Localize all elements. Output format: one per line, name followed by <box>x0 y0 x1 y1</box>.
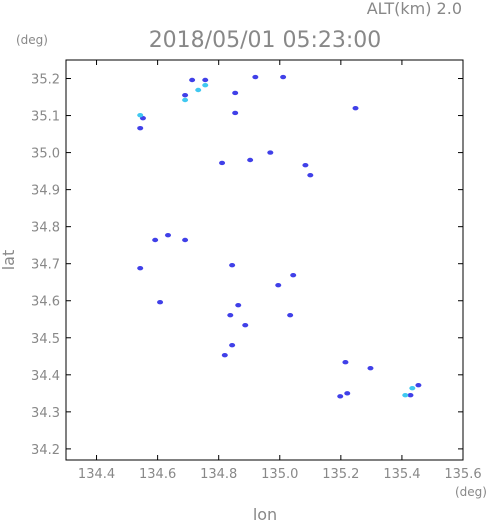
x-axis-label: lon <box>253 505 277 521</box>
y-tick-label: 35.1 <box>31 110 60 125</box>
echo-cell <box>182 97 189 103</box>
x-tick-label: 135.2 <box>322 467 359 482</box>
x-tick-label: 134.4 <box>78 467 115 482</box>
echo-cell <box>164 232 171 238</box>
echo-cell <box>280 74 287 80</box>
echo-cell <box>287 312 294 318</box>
echo-cell <box>235 302 242 308</box>
y-tick-label: 34.7 <box>31 258 60 273</box>
x-tick-label: 134.6 <box>139 467 176 482</box>
echo-cell <box>202 82 209 88</box>
echo-cell <box>252 74 259 80</box>
x-tick-label: 135.4 <box>383 467 420 482</box>
echo-cell <box>229 262 236 268</box>
echo-cell <box>232 90 239 96</box>
echo-cell <box>352 105 359 111</box>
echo-cell <box>247 157 254 163</box>
echo-cell <box>407 392 414 398</box>
y-tick-label: 34.2 <box>31 443 60 458</box>
y-tick-label: 34.9 <box>31 184 60 199</box>
echo-cell <box>337 394 344 399</box>
y-axis-label: lat <box>0 250 18 271</box>
y-tick-label: 35.2 <box>31 73 60 88</box>
echo-cell <box>221 352 228 358</box>
echo-cell <box>182 92 189 98</box>
echo-cell <box>342 360 349 365</box>
chart-subtitle: ALT(km) 2.0 <box>367 0 462 18</box>
plot-frame <box>65 59 464 461</box>
chart-title: 2018/05/01 05:23:00 <box>149 28 382 53</box>
x-unit: (deg) <box>455 485 487 499</box>
echo-cell <box>232 110 239 116</box>
echo-cell <box>195 87 202 93</box>
echo-cell <box>157 300 164 305</box>
echo-cell <box>137 125 144 131</box>
x-tick-label: 135.6 <box>444 467 481 482</box>
y-unit: (deg) <box>16 33 48 47</box>
echo-cell <box>344 391 351 396</box>
y-tick-label: 34.6 <box>31 295 60 310</box>
echo-cell <box>202 77 209 83</box>
echo-cell <box>137 265 144 271</box>
echo-cell <box>229 342 236 348</box>
echo-cell <box>152 237 159 243</box>
y-tick-label: 34.4 <box>31 369 60 384</box>
echo-cell <box>290 272 297 278</box>
echo-cell <box>302 162 309 168</box>
echo-cell <box>409 385 416 391</box>
echo-cell <box>402 392 409 398</box>
echo-cell <box>219 160 226 166</box>
echo-cell <box>189 77 196 83</box>
x-tick-label: 134.8 <box>200 467 237 482</box>
echo-cell <box>267 150 274 155</box>
y-tick-label: 34.3 <box>31 406 60 421</box>
x-tick-label: 135.0 <box>261 467 298 482</box>
echo-cell <box>227 312 234 318</box>
echo-cell <box>137 112 144 118</box>
echo-cell <box>242 322 249 328</box>
y-tick-label: 34.8 <box>31 221 60 236</box>
echo-cell <box>415 382 422 388</box>
echo-cell <box>307 172 314 178</box>
y-tick-label: 35.0 <box>31 147 60 162</box>
echo-cell <box>182 237 189 243</box>
echo-cell <box>275 282 282 288</box>
echo-cell <box>367 365 374 371</box>
y-tick-label: 34.5 <box>31 332 60 347</box>
